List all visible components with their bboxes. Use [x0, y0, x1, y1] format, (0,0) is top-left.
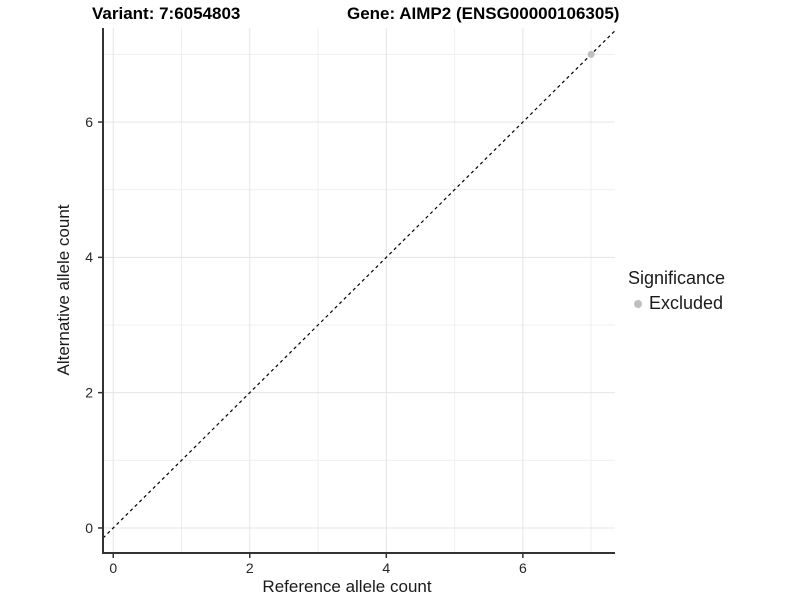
legend: Significance Excluded — [628, 268, 725, 314]
x-tick-label: 6 — [519, 560, 527, 576]
identity-reference-line — [102, 30, 616, 539]
x-tick-label: 4 — [382, 560, 390, 576]
legend-entry-label: Excluded — [649, 293, 724, 313]
legend-point-swatch — [634, 299, 642, 308]
gene-title: Gene: AIMP2 (ENSG00000106305) — [347, 4, 620, 23]
y-tick-label: 4 — [85, 249, 93, 265]
data-point — [587, 50, 595, 58]
x-tick-label: 0 — [109, 560, 117, 576]
y-tick-label: 6 — [85, 114, 93, 130]
y-axis-title: Alternative allele count — [54, 204, 73, 376]
x-tick-label: 2 — [246, 560, 254, 576]
y-tick-label: 2 — [85, 385, 93, 401]
legend-entry-excluded: Excluded — [628, 293, 725, 314]
variant-title: Variant: 7:6054803 — [92, 4, 241, 23]
y-tick-label: 0 — [85, 520, 93, 536]
x-axis-title: Reference allele count — [262, 577, 432, 596]
legend-title: Significance — [628, 268, 726, 288]
